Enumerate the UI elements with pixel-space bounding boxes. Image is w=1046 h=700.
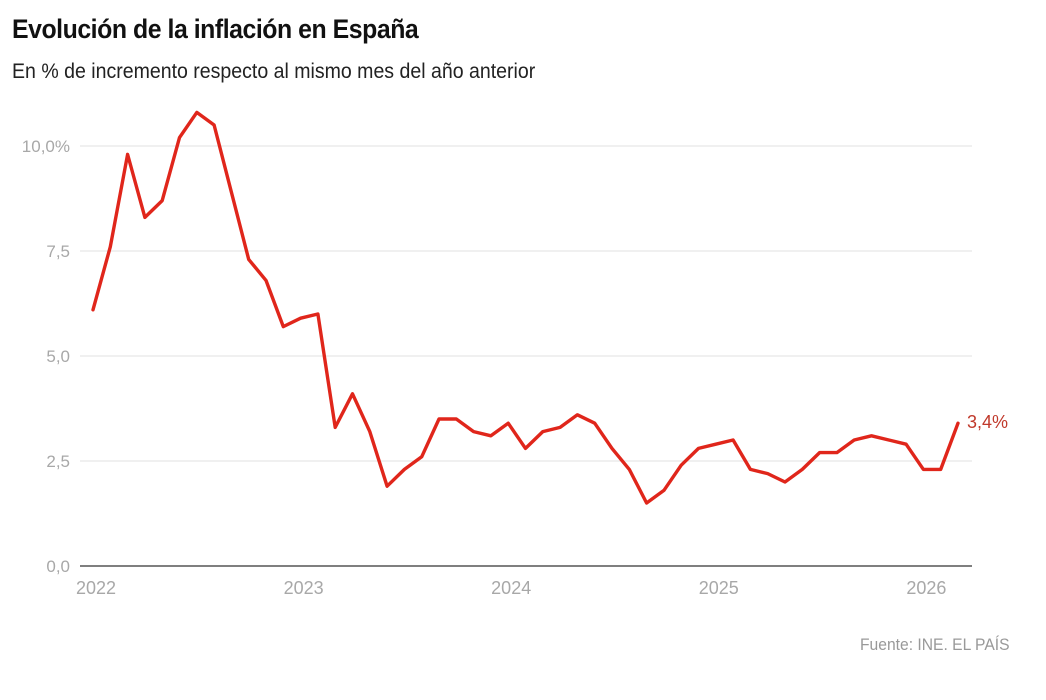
data-point (265, 279, 268, 282)
y-tick-label: 10,0% (22, 137, 70, 156)
data-point (541, 430, 544, 433)
source-note: Fuente: INE. EL PAÍS (860, 635, 1010, 654)
data-point (801, 468, 804, 471)
data-point (507, 422, 510, 425)
data-point (628, 468, 631, 471)
data-point (662, 489, 665, 492)
data-point (438, 418, 441, 421)
data-point (957, 422, 960, 425)
data-point (109, 245, 112, 248)
series-group (91, 110, 960, 505)
x-tick-label: 2025 (699, 578, 739, 598)
data-point (732, 439, 735, 442)
data-point (351, 392, 354, 395)
data-point (143, 216, 146, 219)
chart-subtitle: En % de incremento respecto al mismo mes… (12, 60, 536, 83)
data-point (247, 258, 250, 261)
y-tick-label: 0,0 (46, 557, 70, 576)
chart-title: Evolución de la inflación en España (12, 14, 419, 44)
data-point (126, 153, 129, 156)
y-tick-label: 5,0 (46, 347, 70, 366)
data-point (489, 434, 492, 437)
data-point (784, 481, 787, 484)
y-axis-ticks: 0,0 2,5 5,0 7,5 10,0% (22, 137, 70, 576)
data-point (939, 468, 942, 471)
data-point (334, 426, 337, 429)
data-point (420, 455, 423, 458)
data-point (905, 443, 908, 446)
data-point (645, 502, 648, 505)
annotations: 3,4% (967, 412, 1008, 432)
data-point (870, 434, 873, 437)
data-point (559, 426, 562, 429)
data-point (593, 422, 596, 425)
x-axis-ticks: 2022 2023 2024 2025 2026 (76, 578, 946, 598)
data-point (282, 325, 285, 328)
data-point (835, 451, 838, 454)
data-point (403, 468, 406, 471)
data-point (178, 136, 181, 139)
data-point (455, 418, 458, 421)
data-point (368, 430, 371, 433)
x-tick-label: 2024 (491, 578, 531, 598)
data-point (230, 191, 233, 194)
y-tick-label: 7,5 (46, 242, 70, 261)
x-tick-label: 2023 (284, 578, 324, 598)
data-point (386, 485, 389, 488)
data-point (749, 468, 752, 471)
series-line (91, 110, 960, 505)
data-point (195, 111, 198, 114)
data-point (316, 313, 319, 316)
data-point (680, 464, 683, 467)
data-point (576, 413, 579, 416)
y-tick-label: 2,5 (46, 452, 70, 471)
data-point (922, 468, 925, 471)
data-point (213, 124, 216, 127)
x-tick-label: 2022 (76, 578, 116, 598)
data-point (611, 447, 614, 450)
data-point (92, 308, 95, 311)
data-point (766, 472, 769, 475)
data-point (161, 199, 164, 202)
data-point (472, 430, 475, 433)
data-point (818, 451, 821, 454)
data-point (853, 439, 856, 442)
x-tick-label: 2026 (906, 578, 946, 598)
data-point (714, 443, 717, 446)
data-point (697, 447, 700, 450)
data-point (887, 439, 890, 442)
data-point (299, 317, 302, 320)
data-point (524, 447, 527, 450)
gridlines (80, 145, 972, 462)
end-value-label: 3,4% (967, 412, 1008, 432)
